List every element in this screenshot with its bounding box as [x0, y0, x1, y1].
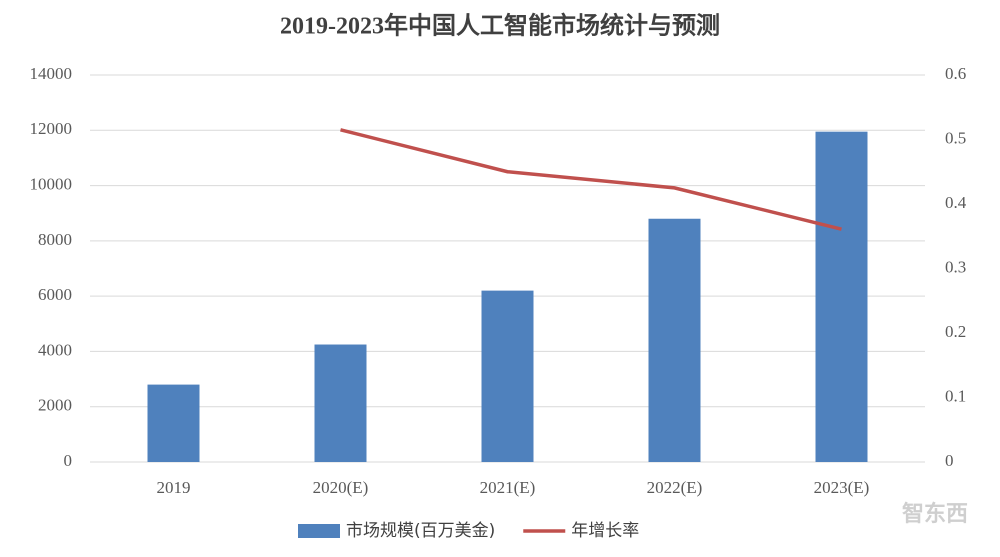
x-tick-label: 2019: [157, 478, 191, 497]
y2-tick-label: 0.5: [945, 128, 966, 147]
legend-label: 年增长率: [571, 521, 639, 541]
line: [340, 128, 842, 231]
y-tick-label: 14000: [30, 64, 73, 83]
y2-tick-label: 0.6: [945, 64, 966, 83]
x-tick-label: 2021(E): [480, 478, 536, 497]
bar: [481, 290, 534, 462]
y-tick-label: 6000: [38, 285, 72, 304]
y-tick-label: 4000: [38, 340, 72, 359]
bar: [648, 218, 701, 462]
x-tick-label: 2023(E): [814, 478, 870, 497]
chart-title: 2019-2023年中国人工智能市场统计与预测: [280, 12, 720, 40]
y-tick-label: 12000: [30, 119, 73, 138]
bar: [147, 384, 200, 462]
y-tick-label: 2000: [38, 396, 72, 415]
y-tick-label: 0: [64, 451, 73, 470]
y2-tick-label: 0: [945, 451, 954, 470]
y2-tick-label: 0.4: [945, 193, 967, 212]
watermark: 智东西: [902, 501, 968, 527]
x-tick-label: 2022(E): [647, 478, 703, 497]
y2-tick-label: 0.2: [945, 322, 966, 341]
y2-tick-label: 0.1: [945, 386, 966, 405]
legend-swatch: [298, 524, 340, 538]
x-tick-label: 2020(E): [313, 478, 369, 497]
legend-label: 市场规模(百万美金): [346, 521, 495, 541]
bar: [815, 131, 868, 463]
y-tick-label: 10000: [30, 174, 73, 193]
y2-tick-label: 0.3: [945, 257, 966, 276]
y-tick-label: 8000: [38, 230, 72, 249]
bar: [314, 344, 367, 462]
